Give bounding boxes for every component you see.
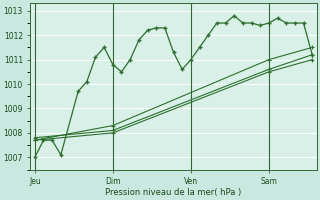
X-axis label: Pression niveau de la mer( hPa ): Pression niveau de la mer( hPa ) bbox=[105, 188, 242, 197]
